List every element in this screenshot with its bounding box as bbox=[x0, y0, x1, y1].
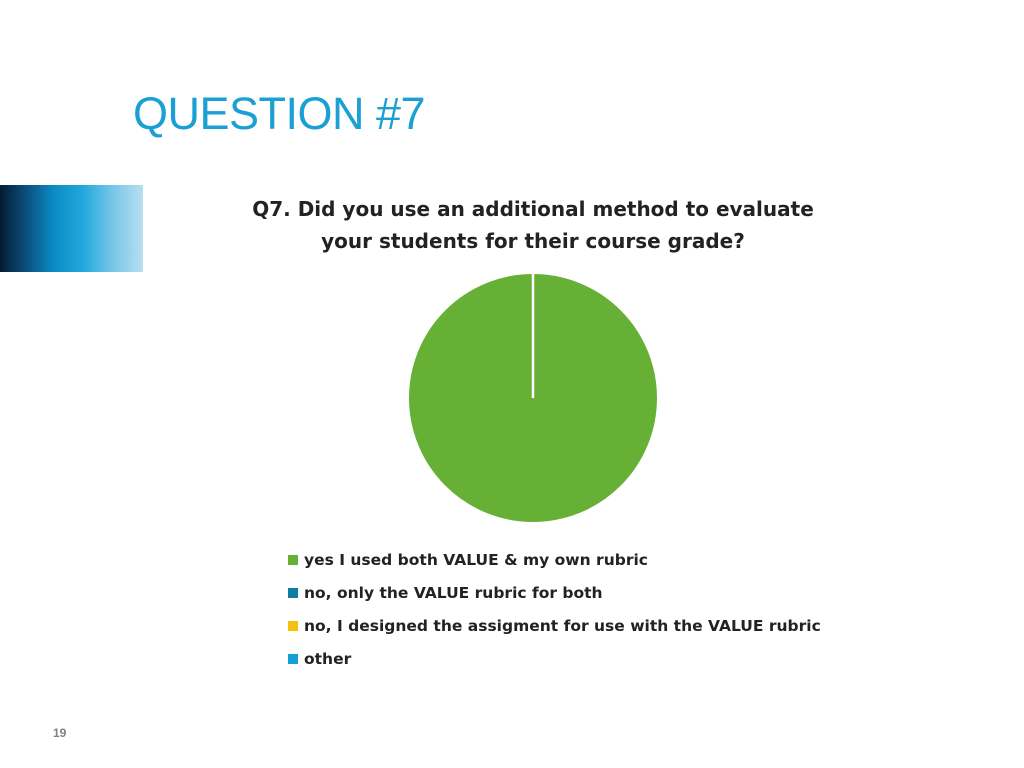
legend-label-no-value-only: no, only the VALUE rubric for both bbox=[304, 583, 603, 602]
legend-item-no-designed: no, I designed the assigment for use wit… bbox=[288, 609, 821, 642]
legend-item-yes-both: yes I used both VALUE & my own rubric bbox=[288, 543, 821, 576]
legend-item-no-value-only: no, only the VALUE rubric for both bbox=[288, 576, 821, 609]
legend-swatch-other bbox=[288, 653, 298, 664]
legend-label-other: other bbox=[304, 649, 352, 668]
legend-swatch-no-designed bbox=[288, 620, 298, 631]
chart-title: Q7. Did you use an additional method to … bbox=[233, 193, 833, 257]
legend-label-yes-both: yes I used both VALUE & my own rubric bbox=[304, 550, 648, 569]
accent-bar bbox=[0, 185, 143, 272]
legend-swatch-no-value-only bbox=[288, 587, 298, 598]
page-number: 19 bbox=[53, 726, 67, 740]
legend-item-other: other bbox=[288, 642, 821, 675]
legend-swatch-yes-both bbox=[288, 554, 298, 565]
chart-title-line-2: your students for their course grade? bbox=[321, 229, 745, 253]
chart-legend: yes I used both VALUE & my own rubric no… bbox=[288, 543, 821, 675]
legend-label-no-designed: no, I designed the assigment for use wit… bbox=[304, 616, 821, 635]
chart-title-line-1: Q7. Did you use an additional method to … bbox=[252, 197, 814, 221]
slide-title: QUESTION #7 bbox=[133, 88, 426, 139]
